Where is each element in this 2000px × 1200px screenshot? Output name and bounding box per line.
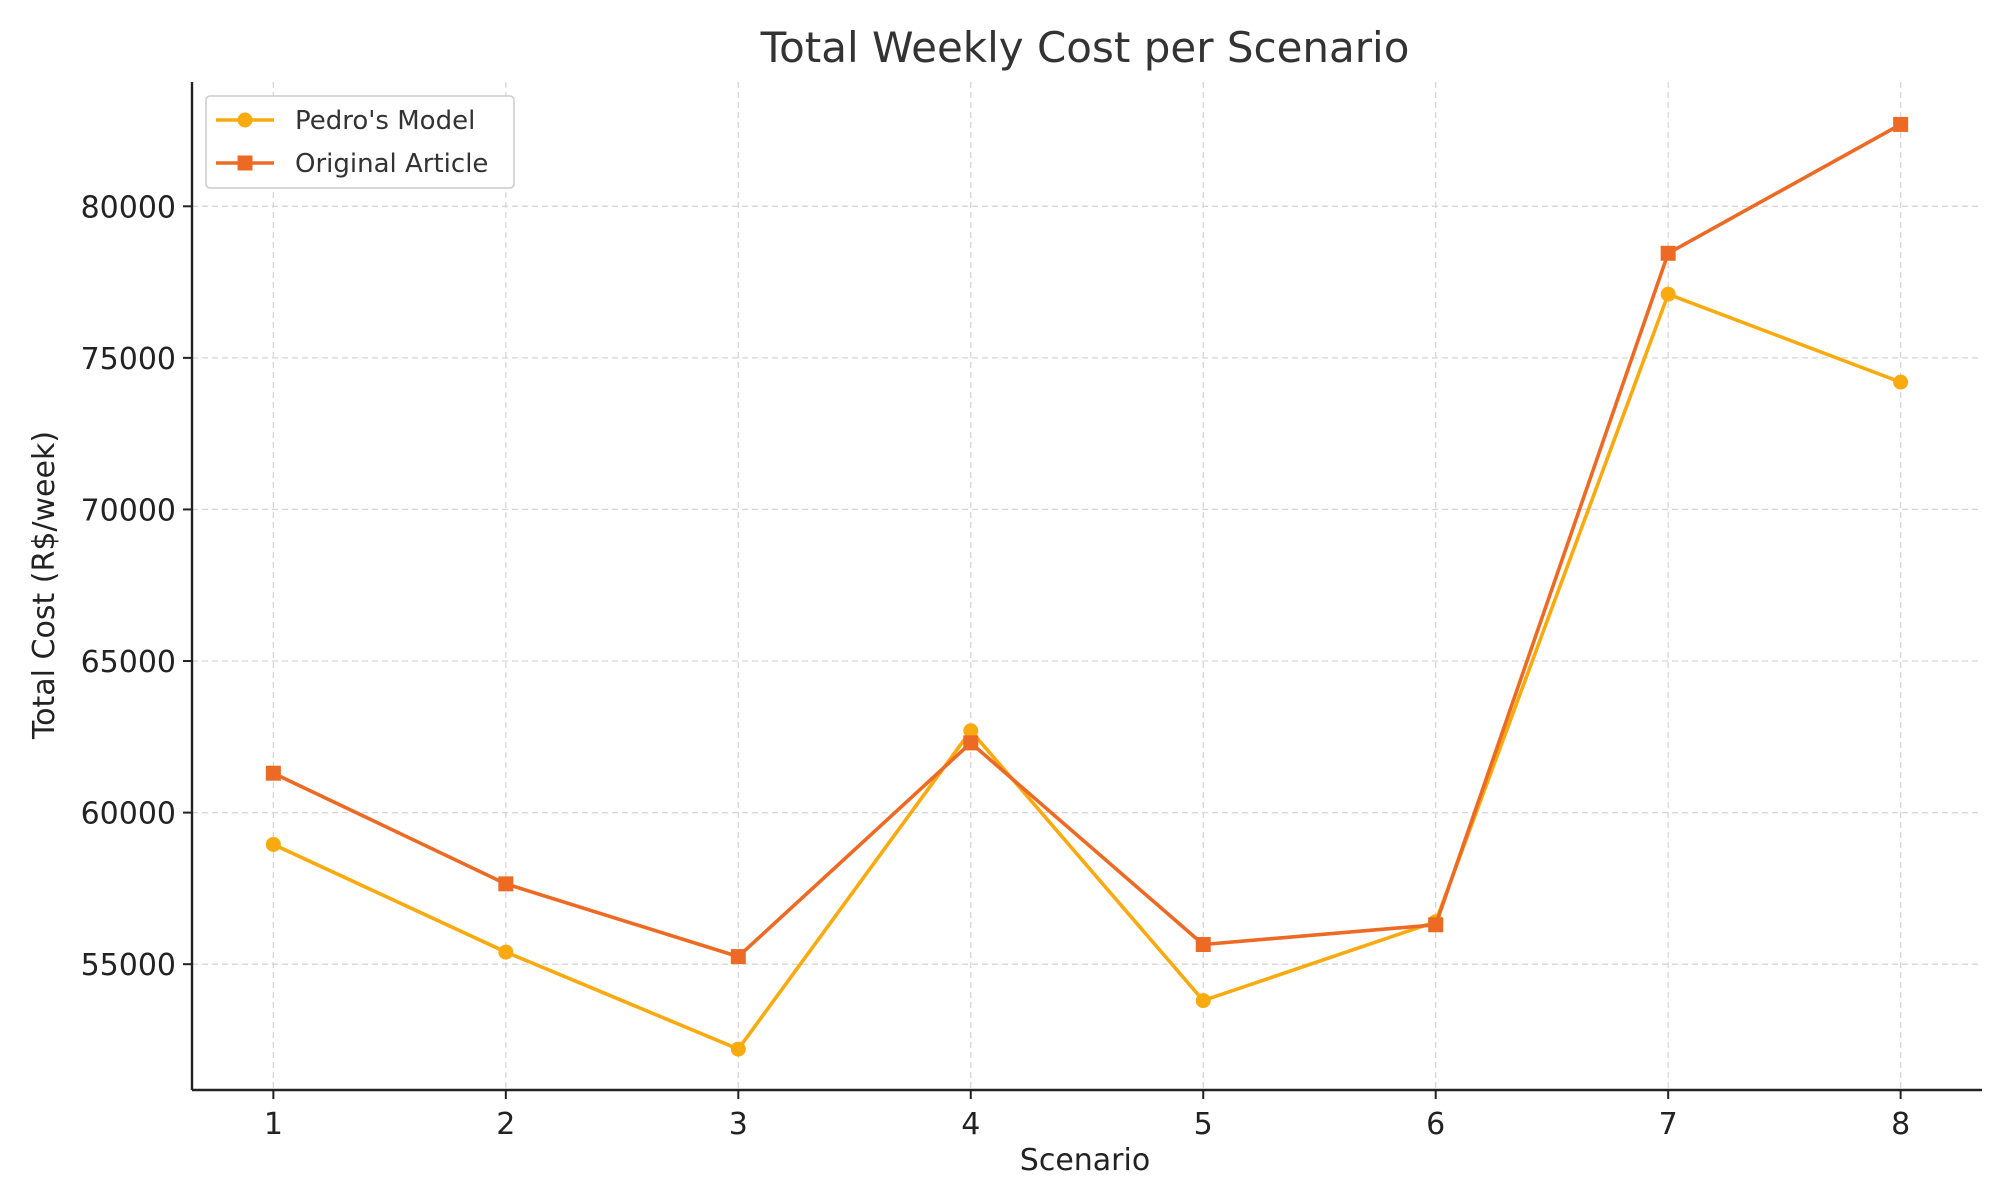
y-axis-label: Total Cost (R$/week): [27, 431, 62, 740]
data-point: [1428, 917, 1444, 933]
data-point: [498, 876, 514, 892]
chart-title: Total Weekly Cost per Scenario: [760, 23, 1410, 72]
x-tick-label: 8: [1891, 1107, 1910, 1142]
series-line: [272, 292, 1902, 1051]
series-2: [265, 116, 1909, 965]
grid: [192, 82, 1982, 1090]
x-tick-label: 2: [496, 1107, 515, 1142]
x-axis-label: Scenario: [1020, 1143, 1150, 1178]
y-tick-label: 70000: [81, 493, 176, 528]
data-point: [1195, 993, 1211, 1009]
data-point: [730, 949, 746, 965]
data-point: [730, 1041, 746, 1057]
x-tick-label: 5: [1194, 1107, 1213, 1142]
series-1: [265, 286, 1909, 1057]
y-tick-label: 75000: [81, 342, 176, 377]
tick-labels: 1 2 3 4 5 6 7 8 55000 60000 65000 70000 75000 80000: [81, 190, 1911, 1142]
data-point: [963, 723, 979, 739]
y-tick-label: 55000: [81, 948, 176, 983]
data-point: [498, 944, 514, 960]
data-point: [1660, 245, 1676, 261]
x-tick-label: 6: [1426, 1107, 1445, 1142]
legend-label: Pedro's Model: [295, 106, 475, 136]
series-layer: [265, 116, 1909, 1057]
y-tick-label: 60000: [81, 797, 176, 832]
series-line: [272, 122, 1902, 959]
axes: [190, 82, 1982, 1092]
data-point: [265, 765, 281, 781]
legend: Pedro's Model Original Article: [205, 95, 515, 189]
y-tick-label: 65000: [81, 645, 176, 680]
legend-label: Original Article: [295, 149, 488, 179]
legend-marker: [237, 155, 253, 171]
data-point: [1893, 116, 1909, 132]
x-tick-label: 3: [729, 1107, 748, 1142]
data-point: [1660, 286, 1676, 302]
data-point: [1195, 936, 1211, 952]
data-point: [1893, 374, 1909, 390]
data-point: [265, 836, 281, 852]
x-tick-label: 4: [961, 1107, 980, 1142]
x-tick-label: 7: [1659, 1107, 1678, 1142]
x-tick-label: 1: [264, 1107, 283, 1142]
data-point: [963, 735, 979, 751]
legend-marker: [237, 112, 253, 128]
y-tick-label: 80000: [81, 190, 176, 225]
legend-frame: [205, 95, 515, 189]
